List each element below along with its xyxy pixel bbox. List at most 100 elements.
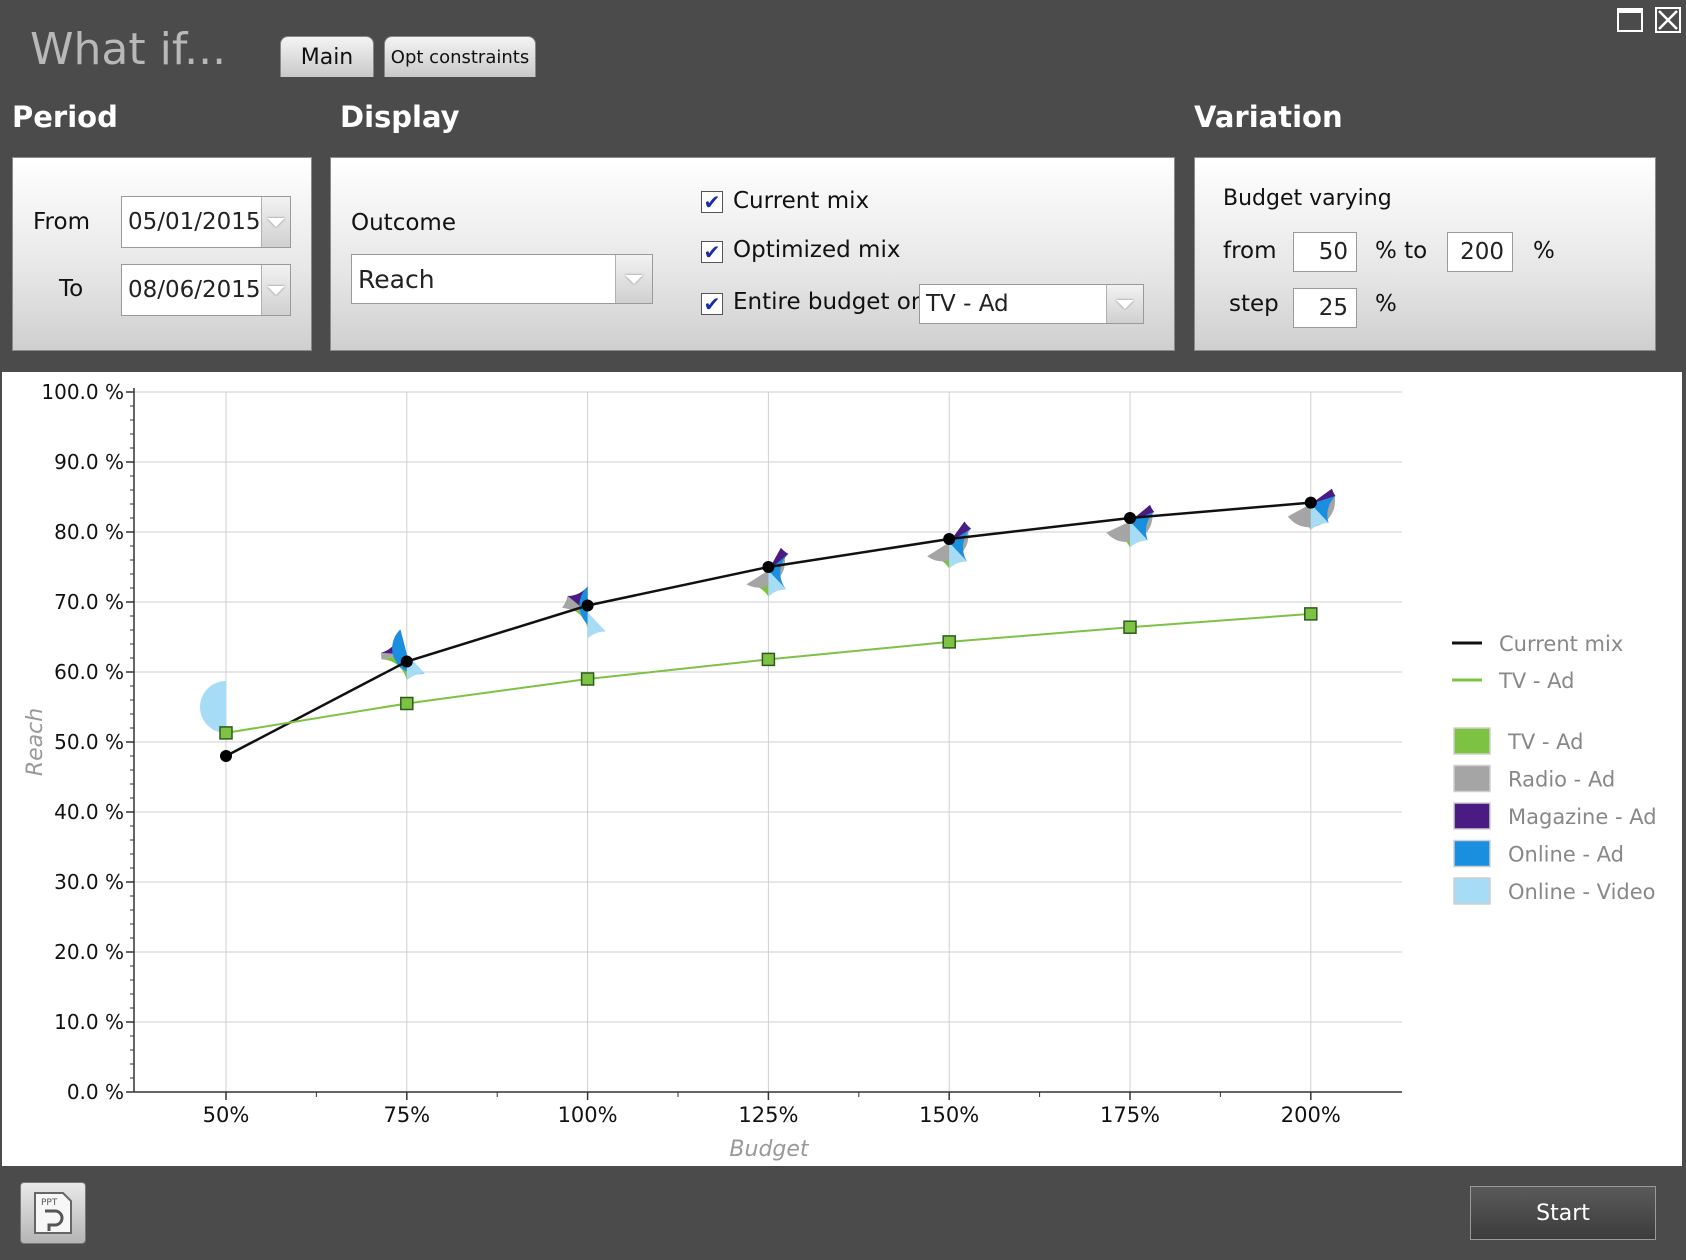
variation-from-label: from [1223,238,1277,264]
period-panel: From 05/01/2015 To 08/06/2015 [12,157,312,351]
legend-channel-label: TV - Ad [1507,730,1583,754]
chevron-down-icon[interactable] [260,197,290,247]
chevron-down-icon[interactable] [1106,285,1143,323]
variation-to-input[interactable]: 200 [1447,232,1513,272]
step-label: step [1229,291,1279,317]
y-axis-label: Reach [23,708,48,776]
period-title: Period [12,100,118,134]
pie-slice [1310,495,1336,523]
ppt-export-button[interactable]: PPT [20,1182,86,1244]
variation-from-input[interactable]: 50 [1293,232,1357,272]
current-mix-point [220,750,232,762]
pie-slice [392,629,425,675]
tv-ad-point [942,635,956,649]
y-tick-label: 80.0 % [54,520,124,544]
to-date-value: 08/06/2015 [128,277,261,303]
tv-ad-point [1304,607,1318,621]
display-panel: Outcome Reach ✔ Current mix ✔ Optimized … [330,157,1175,351]
y-tick-label: 20.0 % [54,940,124,964]
outcome-select[interactable]: Reach [351,254,653,304]
x-tick-label: 150% [919,1103,979,1127]
y-tick-label: 90.0 % [54,450,124,474]
legend-line-label: TV - Ad [1498,669,1574,693]
pie-slice [949,542,967,569]
check-icon: ✔ [703,240,721,264]
tab-opt-constraints[interactable]: Opt constraints [384,36,536,77]
app-title: What if... [30,24,227,75]
x-tick-label: 75% [383,1103,430,1127]
x-tick-label: 100% [558,1103,618,1127]
tv-ad-point [580,672,595,686]
legend-channel-label: Online - Ad [1508,843,1624,867]
current-mix-point [1124,512,1136,524]
display-title: Display [340,100,460,134]
legend-channel-swatch [1453,727,1491,755]
from-date-value: 05/01/2015 [128,209,261,235]
check-icon: ✔ [703,190,721,214]
entire-budget-select[interactable]: TV - Ad [919,284,1144,324]
entire-budget-checkbox[interactable]: ✔ [701,293,723,315]
reach-chart: 0.0 % 10.0 % 20.0 % 30.0 % 40.0 % 50.0 % 60.0 … [23,380,1657,1162]
current-mix-checkbox[interactable]: ✔ [701,191,723,213]
pie-slice [1310,488,1336,504]
current-mix-point [400,655,413,668]
x-tick-label: 175% [1100,1103,1160,1127]
x-tick-label: 125% [738,1103,798,1127]
tv-ad-point [761,652,776,667]
y-tick-label: 10.0 % [54,1010,124,1034]
legend-channel-swatch [1453,802,1491,830]
y-tick-label: 60.0 % [54,660,124,684]
outcome-label: Outcome [351,210,456,236]
current-mix-point [943,533,956,545]
pie-slice [1130,521,1148,548]
step-input[interactable]: 25 [1293,288,1357,328]
current-mix-label: Current mix [733,188,870,214]
legend-channel-swatch [1453,877,1491,905]
step-percent-label: % [1375,291,1397,317]
svg-text:PPT: PPT [41,1198,58,1208]
tv-ad-point [219,726,233,740]
pie-slice [949,528,972,562]
pie-slice [1310,504,1329,530]
pie-slice [768,553,789,590]
legend-line-label: Current mix [1499,632,1623,656]
variation-to-label: % to [1375,238,1428,264]
variation-percent-label: % [1533,238,1555,264]
y-tick-label: 100.0 % [41,380,124,404]
y-tick-label: 30.0 % [54,870,124,894]
optimized-mix-label: Optimized mix [733,237,901,263]
chevron-down-icon[interactable] [260,265,290,315]
y-tick-label: 40.0 % [54,800,124,824]
pie-slice [200,681,226,733]
ppt-icon: PPT [34,1192,72,1234]
start-button[interactable]: Start [1470,1186,1656,1240]
legend-channel-swatch [1453,764,1491,793]
close-icon[interactable] [1654,6,1682,34]
tv-ad-point [400,696,414,711]
legend-channel-swatch [1453,839,1491,868]
current-mix-point [1304,496,1317,509]
tab-main[interactable]: Main [280,36,374,77]
y-tick-label: 0.0 % [67,1080,124,1104]
outcome-value: Reach [358,264,435,294]
check-icon: ✔ [703,292,721,316]
y-tick-label: 70.0 % [54,590,124,614]
x-axis-label: Budget [729,1137,810,1162]
tv-ad-point [1123,620,1137,634]
entire-budget-label: Entire budget on [733,289,926,315]
maximize-icon[interactable] [1616,6,1644,34]
chart-area: 0.0 % 10.0 % 20.0 % 30.0 % 40.0 % 50.0 % 60.0 … [2,372,1682,1166]
optimized-mix-checkbox[interactable]: ✔ [701,241,723,263]
current-mix-point [581,599,594,612]
legend-channel-label: Magazine - Ad [1508,805,1657,829]
budget-varying-label: Budget varying [1223,186,1392,211]
pie-slice [768,570,787,597]
from-date-picker[interactable]: 05/01/2015 [121,196,291,248]
pie-slice [1130,511,1155,541]
to-date-picker[interactable]: 08/06/2015 [121,264,291,316]
legend-channel-label: Online - Video [1508,880,1656,904]
pie-slice [587,612,606,639]
x-tick-label: 50% [203,1103,250,1127]
chevron-down-icon[interactable] [615,255,652,303]
pie-slice [579,586,606,632]
